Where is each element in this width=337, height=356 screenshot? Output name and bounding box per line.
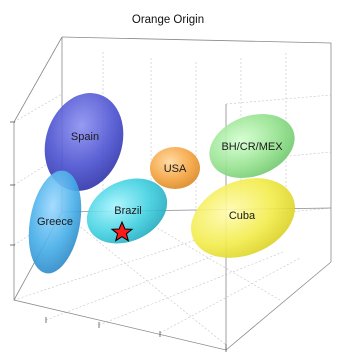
cluster-label-cuba: Cuba <box>229 210 256 222</box>
cluster-cuba <box>191 178 295 258</box>
cluster-label-spain: Spain <box>71 131 99 143</box>
axis-ticks <box>10 121 227 352</box>
star-marker <box>110 220 134 242</box>
cluster-bh-cr-mex <box>209 114 295 178</box>
cluster-label-brazil: Brazil <box>114 205 142 217</box>
cluster-label-usa: USA <box>164 163 187 175</box>
cluster-brazil <box>86 178 168 244</box>
clusters: Spain Greece Brazil USA BH/CR/MEX Cuba <box>28 93 295 274</box>
cluster-label-bh-cr-mex: BH/CR/MEX <box>221 141 283 153</box>
cluster-greece <box>28 170 82 274</box>
cluster-usa <box>150 147 200 189</box>
cluster-label-greece: Greece <box>37 216 73 228</box>
cluster-spain <box>44 93 124 191</box>
chart-title: Orange Origin <box>132 14 204 26</box>
